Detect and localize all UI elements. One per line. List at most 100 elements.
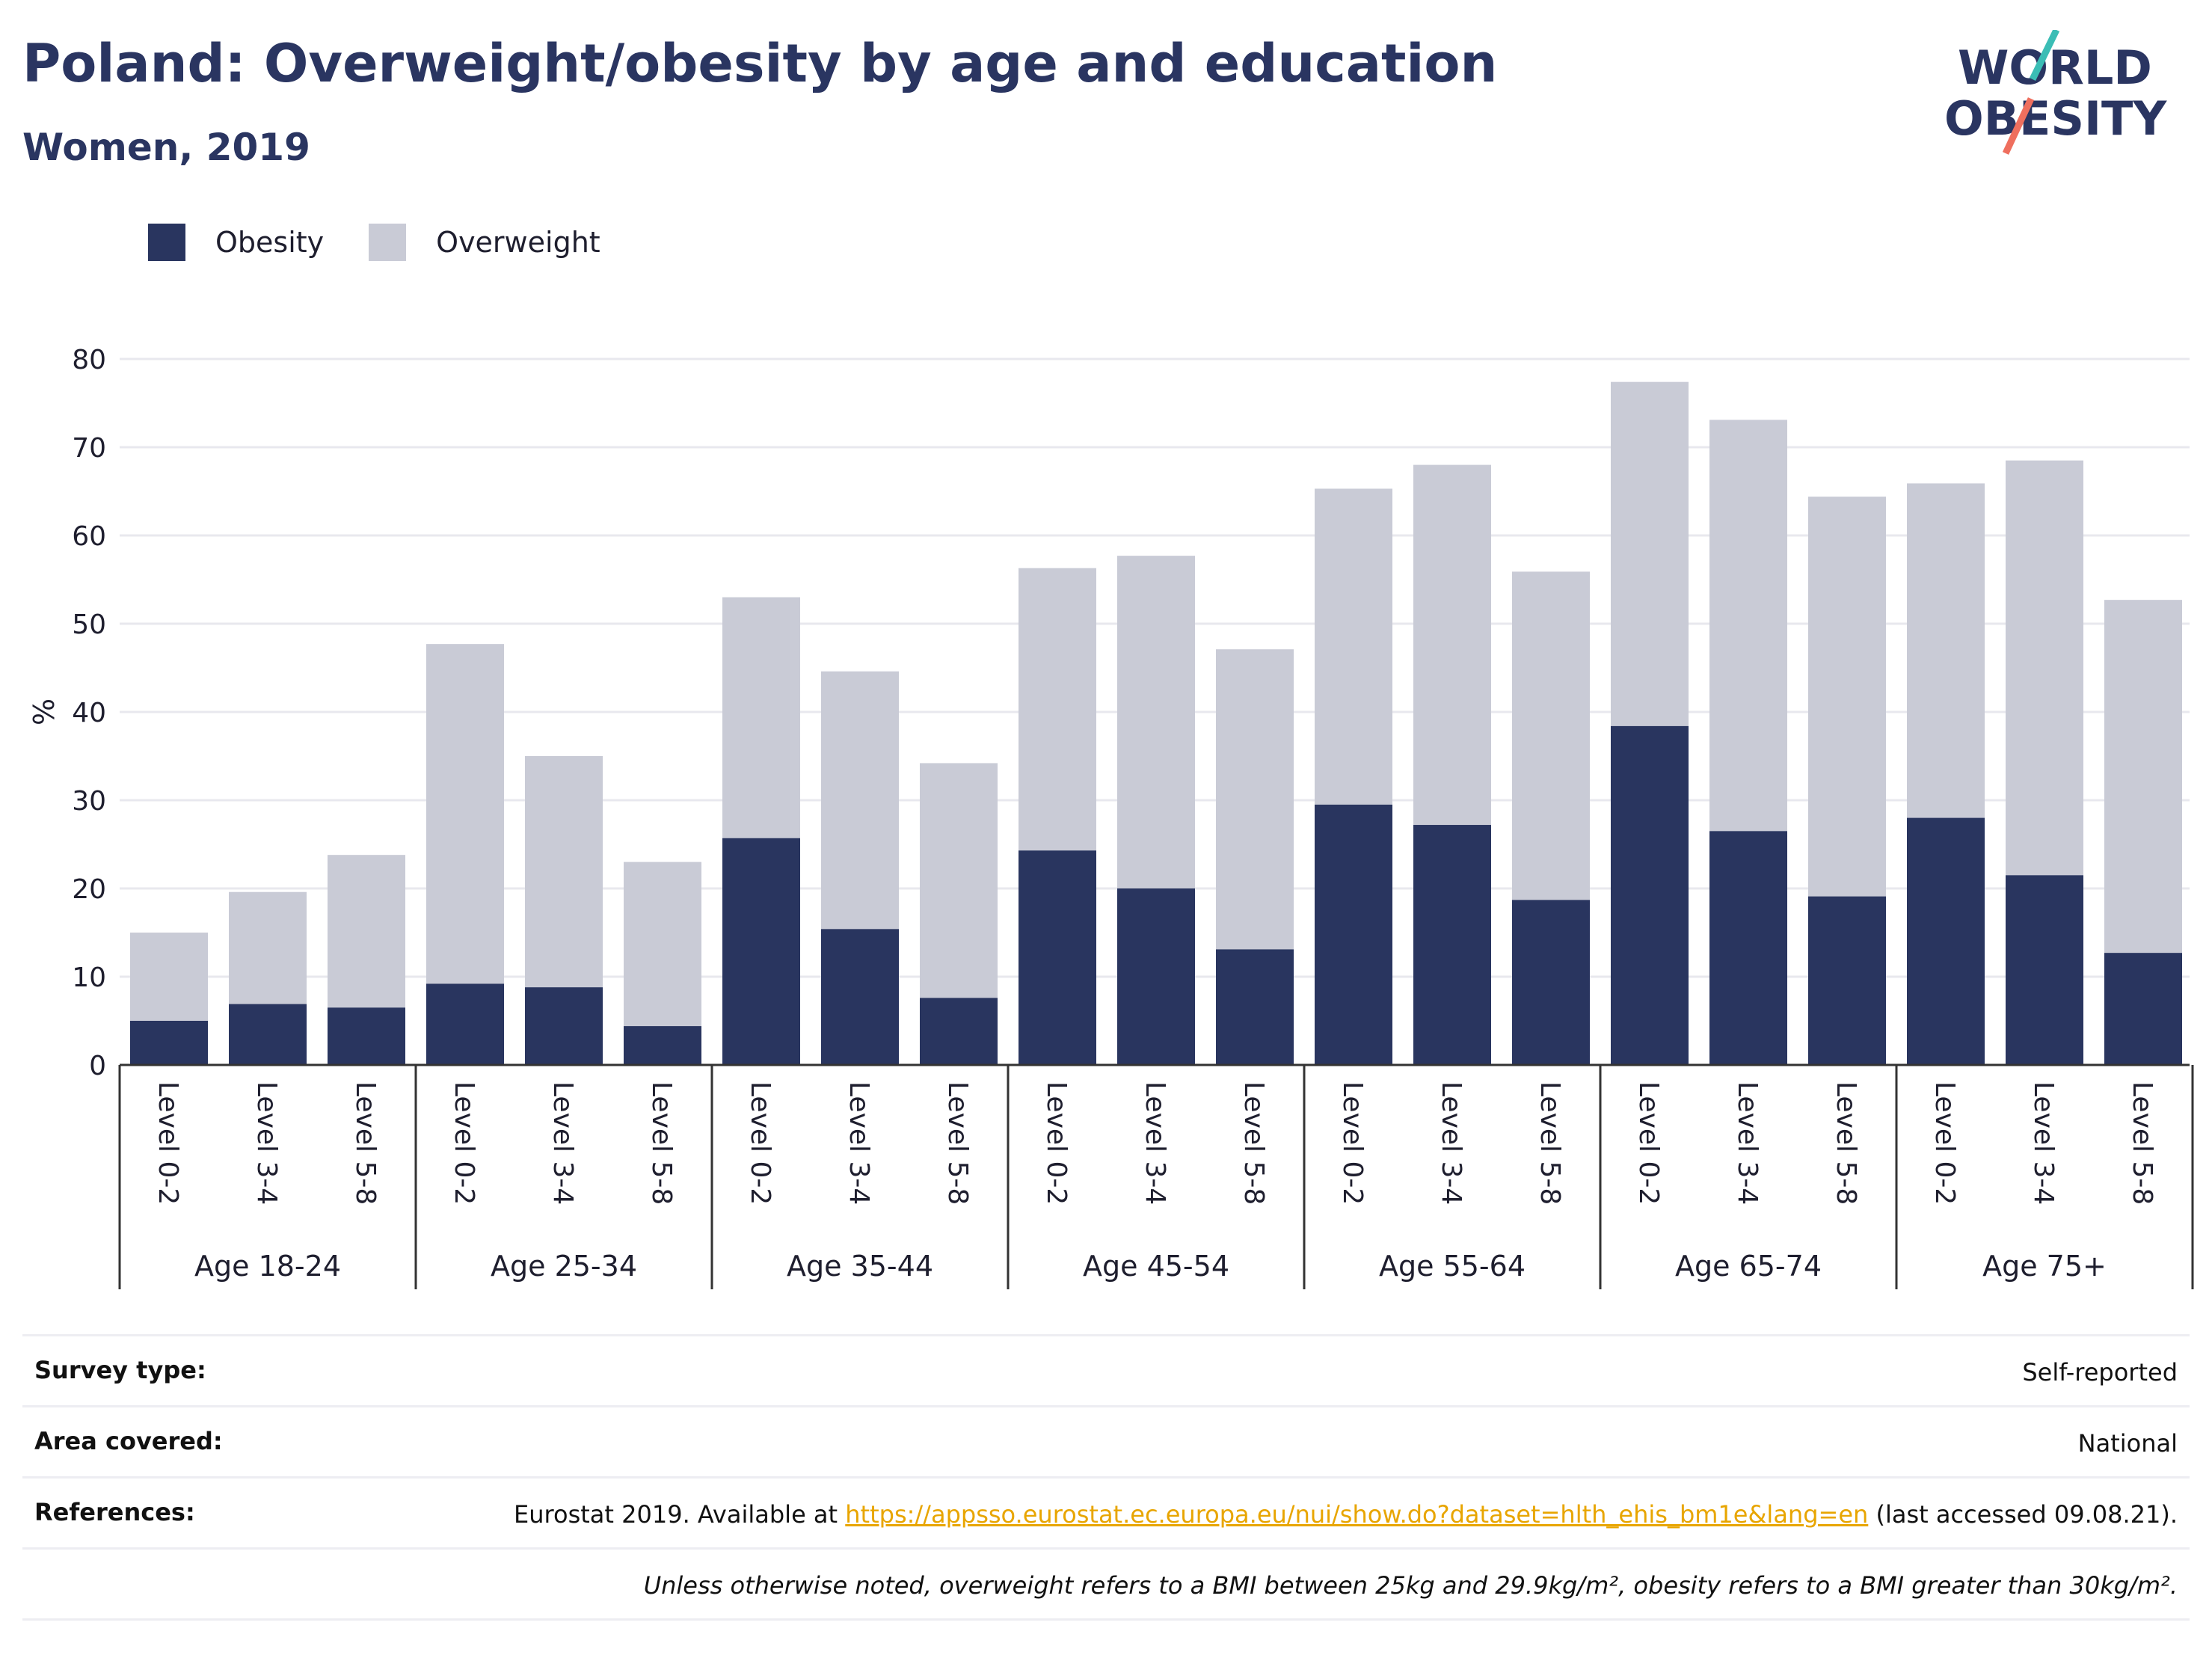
bar-obesity xyxy=(1907,817,1985,1065)
y-tick-label: 50 xyxy=(72,610,106,640)
x-sublevel-label: Level 0-2 xyxy=(1041,1081,1072,1205)
y-tick-label: 70 xyxy=(72,433,106,464)
bar-overweight xyxy=(1413,464,1491,826)
bar-obesity xyxy=(722,838,800,1065)
y-tick-label: 60 xyxy=(72,521,106,552)
bar-obesity xyxy=(229,1004,307,1065)
bar-overweight xyxy=(1019,568,1096,851)
logo-slash-teal-icon xyxy=(2029,30,2060,81)
bar-overweight xyxy=(2104,600,2182,954)
x-sublevel-label: Level 0-2 xyxy=(153,1081,183,1205)
x-sublevel-label: Level 5-8 xyxy=(1238,1081,1269,1205)
bar-overweight xyxy=(1709,420,1787,832)
bar-obesity xyxy=(2104,953,2182,1065)
x-group-label: Age 65-74 xyxy=(1675,1250,1822,1283)
bar-overweight xyxy=(624,862,701,1027)
bar-overweight xyxy=(821,671,899,930)
bar-obesity xyxy=(1611,725,1689,1065)
area-covered-value: National xyxy=(2077,1429,2178,1458)
bar-overweight xyxy=(2006,460,2083,876)
survey-type-label: Survey type: xyxy=(34,1356,206,1384)
bar-overweight xyxy=(130,933,208,1021)
bar-overweight xyxy=(920,763,998,998)
legend-label-obesity: Obesity xyxy=(215,226,325,259)
legend-swatch-overweight xyxy=(369,224,407,261)
bar-overweight xyxy=(1808,497,1886,897)
bar-overweight xyxy=(426,644,504,984)
bar-overweight xyxy=(1512,571,1590,900)
bar-obesity xyxy=(1216,949,1294,1065)
y-tick-label: 40 xyxy=(72,698,106,728)
y-tick-label: 20 xyxy=(72,874,106,905)
bar-obesity xyxy=(1808,896,1886,1065)
bar-overweight xyxy=(1216,649,1294,950)
bar-overweight xyxy=(1117,556,1195,888)
page-title: Poland: Overweight/obesity by age and ed… xyxy=(22,33,1498,94)
x-sublevel-label: Level 3-4 xyxy=(547,1081,578,1205)
bar-obesity xyxy=(1413,825,1491,1065)
x-sublevel-label: Level 3-4 xyxy=(844,1081,874,1205)
x-group-label: Age 45-54 xyxy=(1083,1250,1229,1283)
chart-legend: Obesity Overweight xyxy=(148,223,645,262)
page-subtitle: Women, 2019 xyxy=(22,126,310,169)
x-group-label: Age 18-24 xyxy=(194,1250,341,1283)
bar-obesity xyxy=(1315,804,1392,1065)
legend-swatch-obesity xyxy=(148,224,185,261)
info-row-survey: Survey type: Self-reported xyxy=(22,1334,2190,1405)
x-sublevel-label: Level 3-4 xyxy=(251,1081,282,1205)
info-row-note: Unless otherwise noted, overweight refer… xyxy=(22,1547,2190,1621)
references-label: References: xyxy=(34,1498,195,1526)
survey-type-value: Self-reported xyxy=(2022,1358,2178,1387)
info-table: Survey type: Self-reported Area covered:… xyxy=(22,1334,2190,1621)
y-axis-label: % xyxy=(28,698,61,725)
y-tick-label: 0 xyxy=(89,1051,106,1081)
bar-overweight xyxy=(1611,381,1689,726)
legend-item-overweight: Overweight xyxy=(369,224,600,261)
x-sublevel-label: Level 0-2 xyxy=(745,1081,775,1205)
logo-text-line2: OBESITY xyxy=(1944,91,2167,146)
bar-obesity xyxy=(1117,888,1195,1065)
legend-item-obesity: Obesity xyxy=(148,224,324,261)
x-sublevel-label: Level 0-2 xyxy=(1633,1081,1664,1205)
bar-obesity xyxy=(525,987,603,1065)
x-sublevel-label: Level 5-8 xyxy=(2127,1081,2157,1205)
bar-obesity xyxy=(1019,850,1096,1065)
x-sublevel-label: Level 5-8 xyxy=(1831,1081,1861,1205)
x-sublevel-label: Level 5-8 xyxy=(942,1081,973,1205)
eurostat-reference-link[interactable]: https://appsso.eurostat.ec.europa.eu/nui… xyxy=(845,1500,1869,1529)
bar-obesity xyxy=(821,929,899,1065)
x-group-label: Age 25-34 xyxy=(491,1250,637,1283)
bmi-definition-note: Unless otherwise noted, overweight refer… xyxy=(643,1571,2178,1600)
bar-overweight xyxy=(1907,483,1985,818)
bar-obesity xyxy=(130,1021,208,1065)
x-sublevel-label: Level 5-8 xyxy=(350,1081,381,1205)
x-sublevel-label: Level 0-2 xyxy=(449,1081,479,1205)
info-row-area: Area covered: National xyxy=(22,1405,2190,1476)
logo-text-line1: WORLD xyxy=(1958,40,2152,95)
legend-label-overweight: Overweight xyxy=(436,226,600,259)
x-sublevel-label: Level 0-2 xyxy=(1337,1081,1368,1205)
x-sublevel-label: Level 5-8 xyxy=(646,1081,677,1205)
references-value: Eurostat 2019. Available at https://apps… xyxy=(514,1498,2178,1531)
references-prefix: Eurostat 2019. Available at xyxy=(514,1500,846,1529)
bar-obesity xyxy=(2006,875,2083,1065)
area-covered-label: Area covered: xyxy=(34,1427,223,1455)
bar-overweight xyxy=(1315,488,1392,805)
bar-obesity xyxy=(328,1007,405,1065)
y-tick-label: 30 xyxy=(72,786,106,817)
x-group-label: Age 35-44 xyxy=(787,1250,933,1283)
bar-obesity xyxy=(1709,831,1787,1065)
x-sublevel-label: Level 3-4 xyxy=(2028,1081,2059,1205)
bar-overweight xyxy=(328,855,405,1008)
bar-overweight xyxy=(525,756,603,988)
x-sublevel-label: Level 3-4 xyxy=(1732,1081,1763,1205)
bar-overweight xyxy=(229,891,307,1004)
y-tick-label: 10 xyxy=(72,962,106,993)
bar-obesity xyxy=(920,998,998,1065)
x-sublevel-label: Level 5-8 xyxy=(1534,1081,1565,1205)
y-tick-label: 80 xyxy=(72,345,106,375)
x-sublevel-label: Level 3-4 xyxy=(1436,1081,1466,1205)
info-row-references: References: Eurostat 2019. Available at … xyxy=(22,1476,2190,1547)
bar-obesity xyxy=(624,1026,701,1065)
logo-slash-coral-icon xyxy=(2002,97,2035,155)
